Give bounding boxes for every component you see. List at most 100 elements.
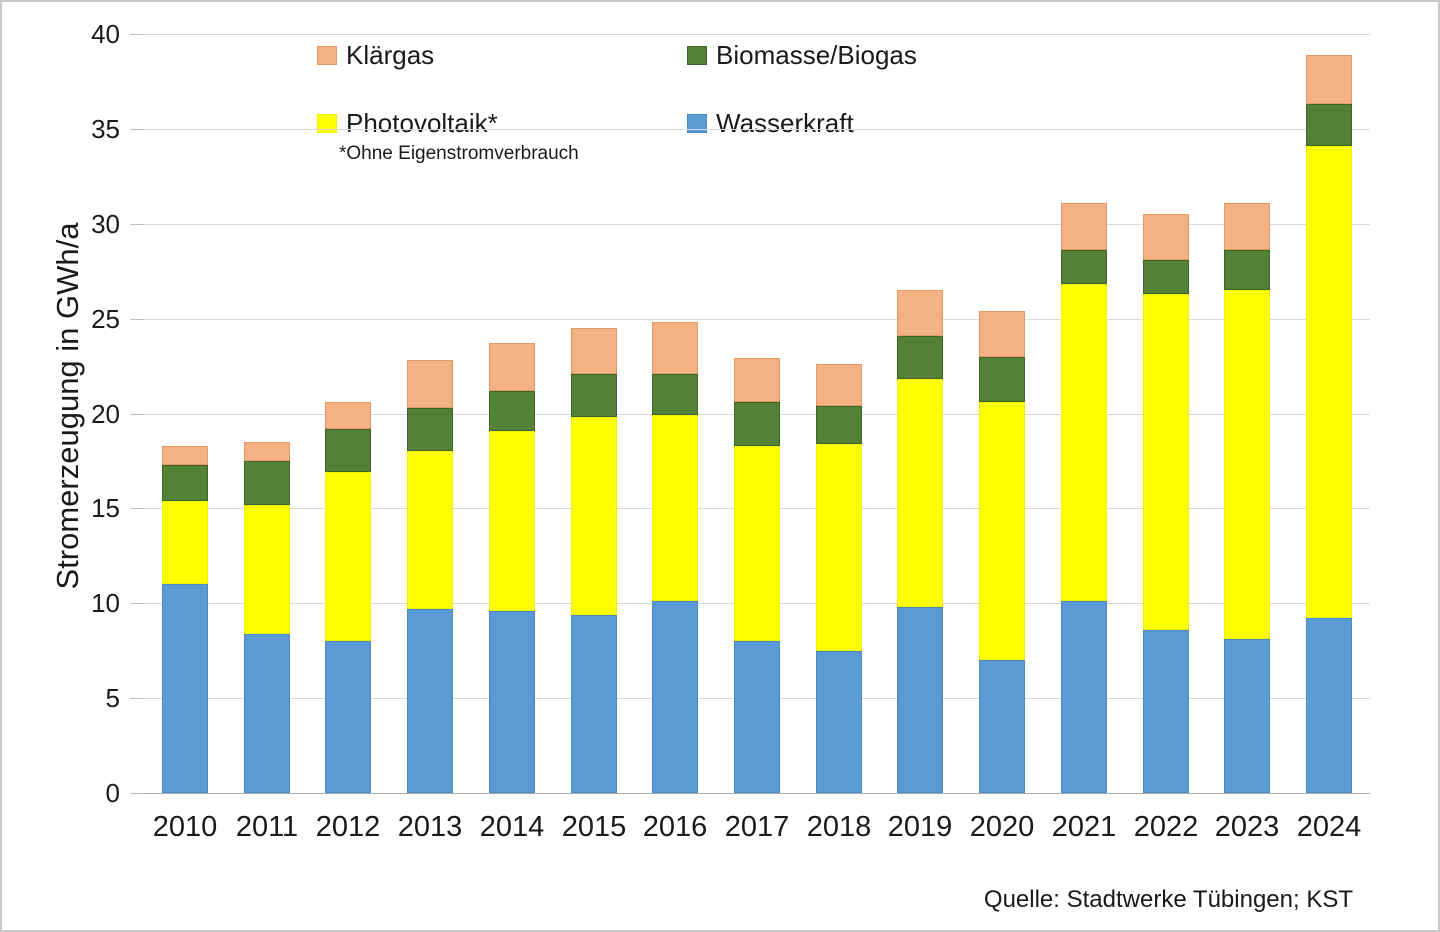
- bar-segment-wasserkraft-2023: [1224, 639, 1270, 793]
- gridline-30: [144, 224, 1370, 225]
- bar-segment-klrgas-2018: [816, 364, 862, 406]
- legend-swatch-klaergas: [317, 46, 337, 65]
- bar-segment-klrgas-2022: [1143, 214, 1189, 260]
- bar-segment-wasserkraft-2018: [816, 651, 862, 793]
- y-tick-label-40: 40: [91, 19, 120, 49]
- y-tickmark-0: [130, 793, 144, 794]
- bar-segment-klrgas-2014: [489, 343, 535, 391]
- bar-segment-biomassebiogas-2019: [897, 336, 943, 379]
- x-tick-label-2012: 2012: [315, 811, 381, 843]
- bar-segment-photovoltaik-2018: [816, 444, 862, 651]
- legend-swatch-biomasse-biogas: [687, 46, 707, 65]
- legend-label-wasserkraft: Wasserkraft: [716, 108, 854, 138]
- x-tick-label-2013: 2013: [397, 811, 463, 843]
- x-tick-label-2018: 2018: [806, 811, 872, 843]
- bar-segment-photovoltaik-2016: [652, 415, 698, 601]
- y-tick-label-25: 25: [91, 304, 120, 334]
- x-axis-line: [144, 793, 1370, 794]
- bar-segment-photovoltaik-2021: [1061, 284, 1107, 601]
- y-tickmark-20: [130, 414, 144, 415]
- bar-segment-biomassebiogas-2021: [1061, 250, 1107, 284]
- gridline-40: [144, 34, 1370, 35]
- bar-segment-wasserkraft-2013: [407, 609, 453, 793]
- x-tick-label-2017: 2017: [724, 811, 790, 843]
- gridline-25: [144, 319, 1370, 320]
- bar-segment-wasserkraft-2015: [571, 615, 617, 793]
- y-tick-label-5: 5: [105, 683, 120, 713]
- bar-segment-wasserkraft-2021: [1061, 601, 1107, 793]
- legend-swatch-wasserkraft: [687, 114, 707, 133]
- legend-label-photovoltaik: Photovoltaik*: [346, 108, 498, 138]
- bar-segment-klrgas-2013: [407, 360, 453, 408]
- bar-segment-klrgas-2017: [734, 358, 780, 402]
- bar-segment-photovoltaik-2022: [1143, 294, 1189, 630]
- bar-segment-wasserkraft-2024: [1306, 618, 1352, 793]
- bar-segment-wasserkraft-2011: [244, 634, 290, 793]
- bar-segment-klrgas-2024: [1306, 55, 1352, 104]
- legend-swatch-photovoltaik: [317, 114, 337, 133]
- x-tick-label-2019: 2019: [887, 811, 953, 843]
- x-tick-label-2022: 2022: [1133, 811, 1199, 843]
- bar-segment-photovoltaik-2013: [407, 451, 453, 609]
- y-tick-label-15: 15: [91, 493, 120, 523]
- bar-segment-photovoltaik-2015: [571, 417, 617, 615]
- bar-segment-biomassebiogas-2012: [325, 429, 371, 472]
- bar-segment-biomassebiogas-2015: [571, 374, 617, 417]
- y-tick-label-20: 20: [91, 399, 120, 429]
- bar-segment-klrgas-2019: [897, 290, 943, 336]
- bar-segment-photovoltaik-2011: [244, 505, 290, 634]
- bar-segment-klrgas-2010: [162, 446, 208, 465]
- bar-segment-photovoltaik-2012: [325, 472, 371, 641]
- bar-segment-wasserkraft-2017: [734, 641, 780, 793]
- bar-segment-wasserkraft-2012: [325, 641, 371, 793]
- bar-segment-klrgas-2020: [979, 311, 1025, 357]
- bar-segment-klrgas-2011: [244, 442, 290, 461]
- x-tick-label-2015: 2015: [561, 811, 627, 843]
- y-tickmark-30: [130, 224, 144, 225]
- x-tick-label-2024: 2024: [1296, 811, 1362, 843]
- x-tick-label-2021: 2021: [1051, 811, 1117, 843]
- y-tickmark-35: [130, 129, 144, 130]
- gridline-35: [144, 129, 1370, 130]
- bar-segment-photovoltaik-2010: [162, 501, 208, 584]
- bar-segment-biomassebiogas-2010: [162, 465, 208, 501]
- bar-segment-biomassebiogas-2016: [652, 374, 698, 415]
- bar-segment-biomassebiogas-2017: [734, 402, 780, 446]
- bar-segment-klrgas-2015: [571, 328, 617, 374]
- x-tick-label-2023: 2023: [1214, 811, 1280, 843]
- x-tick-label-2011: 2011: [235, 811, 299, 843]
- bar-segment-wasserkraft-2014: [489, 611, 535, 793]
- x-tick-label-2016: 2016: [642, 811, 708, 843]
- bar-segment-wasserkraft-2022: [1143, 630, 1189, 793]
- bar-segment-photovoltaik-2014: [489, 431, 535, 611]
- source-credit: Quelle: Stadtwerke Tübingen; KST: [983, 886, 1353, 913]
- bar-segment-wasserkraft-2016: [652, 601, 698, 793]
- bar-segment-biomassebiogas-2020: [979, 357, 1025, 402]
- x-tick-label-2020: 2020: [969, 811, 1035, 843]
- y-tickmark-15: [130, 508, 144, 509]
- y-tickmark-25: [130, 319, 144, 320]
- plot-area: [144, 34, 1370, 794]
- bar-segment-klrgas-2023: [1224, 203, 1270, 250]
- bar-segment-wasserkraft-2020: [979, 660, 1025, 793]
- bar-segment-biomassebiogas-2011: [244, 461, 290, 505]
- bar-segment-wasserkraft-2019: [897, 607, 943, 793]
- bar-segment-klrgas-2016: [652, 322, 698, 374]
- y-tick-label-0: 0: [105, 778, 120, 808]
- x-tick-label-2010: 2010: [152, 811, 218, 843]
- legend-footnote: *Ohne Eigenstromverbrauch: [339, 143, 579, 164]
- y-tickmark-5: [130, 698, 144, 699]
- bar-segment-photovoltaik-2019: [897, 379, 943, 607]
- bar-segment-photovoltaik-2023: [1224, 290, 1270, 639]
- y-tick-label-30: 30: [91, 209, 120, 239]
- bar-segment-photovoltaik-2020: [979, 402, 1025, 660]
- y-tickmark-10: [130, 603, 144, 604]
- y-tick-label-35: 35: [91, 114, 120, 144]
- legend-label-biomasse-biogas: Biomasse/Biogas: [716, 40, 917, 70]
- bar-segment-biomassebiogas-2023: [1224, 250, 1270, 290]
- bar-segment-biomassebiogas-2018: [816, 406, 862, 444]
- bar-segment-biomassebiogas-2013: [407, 408, 453, 451]
- bar-segment-klrgas-2012: [325, 402, 371, 429]
- y-tickmark-40: [130, 34, 144, 35]
